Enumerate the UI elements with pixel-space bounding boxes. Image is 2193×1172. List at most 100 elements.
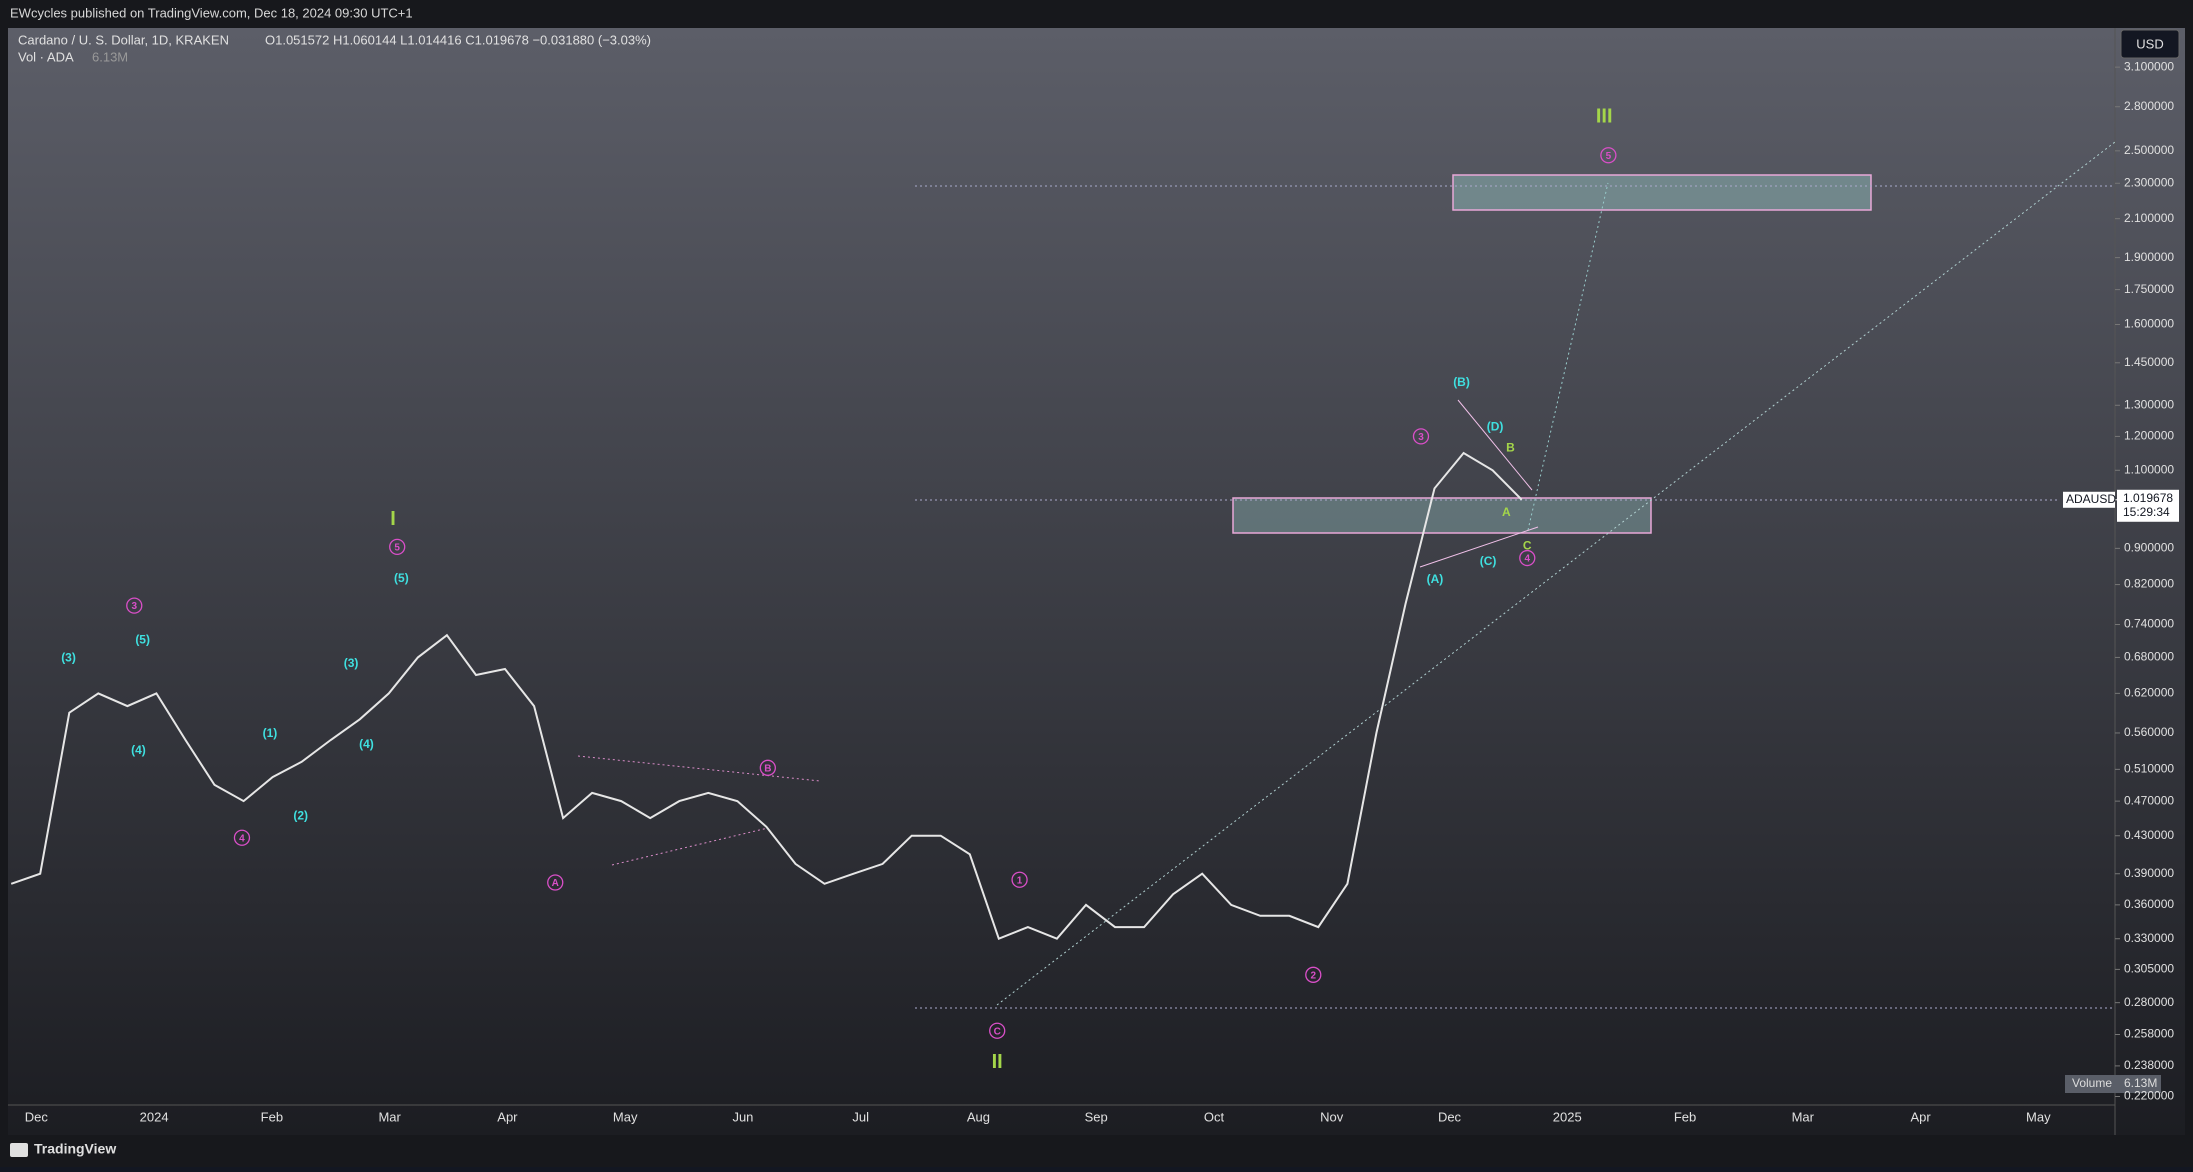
symbol: Cardano / U. S. Dollar, 1D, KRAKEN bbox=[18, 32, 229, 47]
y-tick-label: 0.470000 bbox=[2124, 793, 2174, 807]
wave-label: 2 bbox=[1311, 970, 1317, 981]
wave-label: 3 bbox=[131, 601, 137, 612]
wave-label: 5 bbox=[1606, 151, 1612, 162]
y-tick-label: 1.300000 bbox=[2124, 397, 2174, 411]
volume-legend: Vol · ADA bbox=[18, 49, 74, 64]
x-tick-label: Mar bbox=[378, 1109, 401, 1124]
wave-label: III bbox=[1596, 105, 1613, 127]
y-tick-label: 1.200000 bbox=[2124, 429, 2174, 443]
currency-box[interactable] bbox=[2120, 29, 2180, 59]
wave-label: (4) bbox=[359, 737, 374, 751]
ticker-tag bbox=[2063, 491, 2115, 508]
brand: TradingView bbox=[34, 1141, 116, 1157]
volume-value: 6.13M bbox=[92, 49, 128, 64]
wave-label: 3 bbox=[1418, 432, 1424, 443]
wave-label: (5) bbox=[135, 632, 150, 646]
y-tick-label: 2.300000 bbox=[2124, 175, 2174, 189]
x-tick-label: May bbox=[613, 1109, 638, 1124]
wave-circle bbox=[233, 829, 251, 846]
y-tick-label: 1.750000 bbox=[2124, 282, 2174, 296]
y-tick-label: 0.510000 bbox=[2124, 762, 2174, 776]
y-tick-label: 0.220000 bbox=[2124, 1089, 2174, 1103]
last-price: 1.019678 bbox=[2123, 491, 2173, 505]
projection-line bbox=[1527, 182, 1609, 531]
ohlc: O1.051572 H1.060144 L1.014416 C1.019678 … bbox=[265, 32, 651, 47]
y-tick-label: 0.330000 bbox=[2124, 931, 2174, 945]
x-tick-label: Mar bbox=[1792, 1109, 1815, 1124]
price-tag bbox=[2117, 489, 2179, 522]
y-tick-label: 0.305000 bbox=[2124, 962, 2174, 976]
wave-label: (5) bbox=[394, 571, 409, 585]
wave-circle bbox=[1305, 966, 1322, 983]
volume-label: Volume bbox=[2072, 1076, 2112, 1090]
y-tick-label: 0.430000 bbox=[2124, 828, 2174, 842]
y-tick-label: 0.620000 bbox=[2124, 686, 2174, 700]
x-tick-label: Apr bbox=[497, 1109, 518, 1124]
y-tick-label: 0.280000 bbox=[2124, 995, 2174, 1009]
wave-label: I bbox=[390, 508, 396, 530]
wave-circle bbox=[547, 874, 564, 891]
y-tick-label: 1.900000 bbox=[2124, 250, 2174, 264]
triangle-line bbox=[1419, 526, 1539, 568]
wave-circle bbox=[1011, 871, 1028, 888]
wave-circle bbox=[389, 538, 406, 556]
wave-circle bbox=[989, 1022, 1006, 1039]
wave-label: A bbox=[552, 878, 559, 889]
x-tick-label: 2024 bbox=[140, 1109, 169, 1124]
wave-circle bbox=[1600, 147, 1617, 164]
wave-label: II bbox=[992, 1051, 1003, 1073]
currency[interactable]: USD bbox=[2136, 36, 2163, 51]
chart-area bbox=[8, 28, 2185, 1135]
brand-logo bbox=[10, 1143, 28, 1157]
x-tick-label: Dec bbox=[25, 1109, 49, 1124]
wave-label: (C) bbox=[1480, 554, 1497, 568]
y-tick-label: 0.740000 bbox=[2124, 617, 2174, 631]
wave-label: (3) bbox=[344, 656, 359, 670]
wave-label: 1 bbox=[1017, 875, 1023, 886]
price-line bbox=[10, 451, 1523, 941]
y-tick-label: 0.390000 bbox=[2124, 866, 2174, 880]
wave-label: 4 bbox=[239, 833, 245, 844]
wave-label: (1) bbox=[263, 726, 278, 740]
wave-label: (4) bbox=[131, 743, 146, 757]
wave-circle bbox=[126, 597, 143, 614]
y-tick-label: 0.258000 bbox=[2124, 1027, 2174, 1041]
x-tick-label: Feb bbox=[261, 1109, 283, 1124]
y-tick-label: 0.360000 bbox=[2124, 897, 2174, 911]
y-tick-label: 0.680000 bbox=[2124, 650, 2174, 664]
wave-circle bbox=[759, 759, 776, 776]
wave-label: 5 bbox=[394, 542, 400, 553]
y-tick-label: 0.560000 bbox=[2124, 725, 2174, 739]
wave-label: B bbox=[764, 763, 771, 774]
wave-label: (2) bbox=[293, 809, 308, 823]
y-tick-label: 0.238000 bbox=[2124, 1058, 2174, 1072]
volume-tag bbox=[2065, 1075, 2161, 1093]
x-tick-label: Feb bbox=[1674, 1109, 1696, 1124]
y-tick-label: 2.500000 bbox=[2124, 143, 2174, 157]
y-tick-label: 1.450000 bbox=[2124, 355, 2174, 369]
x-tick-label: Jul bbox=[852, 1109, 869, 1124]
y-tick-label: 2.800000 bbox=[2124, 99, 2174, 113]
y-tick-label: 0.900000 bbox=[2124, 541, 2174, 555]
wave-label: 4 bbox=[1524, 554, 1530, 565]
x-tick-label: 2025 bbox=[1553, 1109, 1582, 1124]
ticker: ADAUSD bbox=[2066, 492, 2116, 506]
wave-circle bbox=[1519, 549, 1536, 567]
triangle-line bbox=[1457, 399, 1533, 491]
trend-line bbox=[996, 141, 2116, 1006]
wave-label: A bbox=[1502, 505, 1511, 519]
wave-label: (B) bbox=[1453, 375, 1470, 389]
y-tick-label: 2.100000 bbox=[2124, 211, 2174, 225]
y-tick-label: 1.600000 bbox=[2124, 317, 2174, 331]
wave-label: (3) bbox=[61, 651, 76, 665]
x-tick-label: Aug bbox=[967, 1109, 990, 1124]
x-tick-label: May bbox=[2026, 1109, 2051, 1124]
x-tick-label: Apr bbox=[1910, 1109, 1931, 1124]
wave-label: (A) bbox=[1427, 572, 1444, 586]
support-zone bbox=[1232, 497, 1652, 534]
wave-label: C bbox=[1523, 539, 1532, 553]
wave-label: B bbox=[1506, 441, 1515, 455]
triangle-line bbox=[577, 755, 821, 782]
publisher: EWcycles published on TradingView.com, D… bbox=[10, 5, 413, 20]
